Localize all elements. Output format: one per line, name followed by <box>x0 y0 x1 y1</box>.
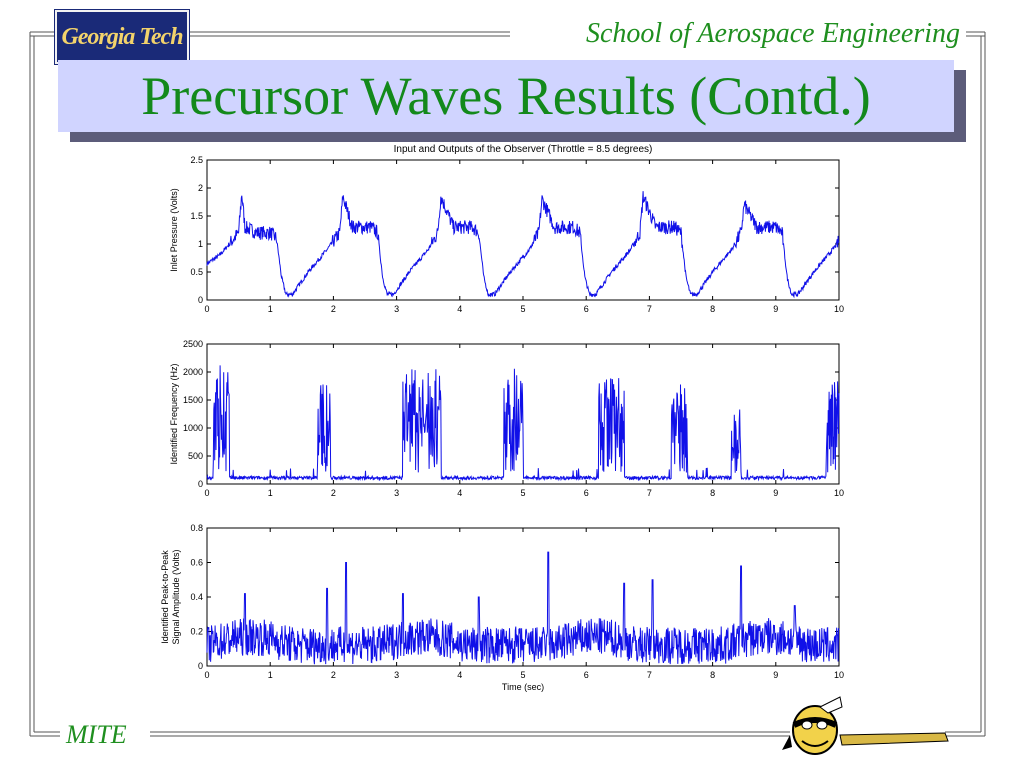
x-tick-label: 10 <box>834 488 844 498</box>
y-tick-label: 0.2 <box>190 627 203 637</box>
x-tick-label: 10 <box>834 304 844 314</box>
x-tick-label: 2 <box>331 304 336 314</box>
y-tick-label: 0.8 <box>190 523 203 533</box>
x-tick-label: 10 <box>834 670 844 680</box>
x-tick-label: 6 <box>584 670 589 680</box>
y-axis-label: Identified Peak-to-PeakSignal Amplitude … <box>160 549 181 644</box>
series-line <box>206 365 840 482</box>
y-tick-label: 1.5 <box>190 211 203 221</box>
x-tick-label: 2 <box>331 670 336 680</box>
y-tick-label: 1000 <box>183 423 203 433</box>
x-tick-label: 0 <box>204 488 209 498</box>
y-tick-label: 500 <box>188 451 203 461</box>
charts-figure: Input and Outputs of the Observer (Throt… <box>160 144 844 692</box>
logo-text: Georgia Tech <box>61 23 183 50</box>
x-tick-label: 3 <box>394 304 399 314</box>
chart-panel-1: Input and Outputs of the Observer (Throt… <box>169 144 844 314</box>
georgia-tech-logo: Georgia Tech <box>55 10 189 64</box>
y-tick-label: 2.5 <box>190 155 203 165</box>
x-tick-label: 3 <box>394 670 399 680</box>
x-tick-label: 3 <box>394 488 399 498</box>
chart-panel-2: 0 1 2 3 4 5 6 7 8 9 10 0 500 1000 1500 2000 2500 Identifi… <box>169 339 844 498</box>
y-tick-label: 2500 <box>183 339 203 349</box>
y-axis-label: Identified Frequency (Hz) <box>169 363 179 464</box>
x-tick-label: 7 <box>647 304 652 314</box>
x-tick-label: 4 <box>457 488 462 498</box>
x-axis-label: Time (sec) <box>502 682 544 692</box>
x-tick-label: 9 <box>773 488 778 498</box>
x-tick-label: 5 <box>520 304 525 314</box>
y-tick-label: 0 <box>198 479 203 489</box>
x-tick-label: 5 <box>520 488 525 498</box>
yellow-jacket-mascot-icon <box>782 696 949 755</box>
series-line <box>206 191 840 299</box>
y-tick-label: 0 <box>198 661 203 671</box>
y-tick-label: 1 <box>198 239 203 249</box>
x-tick-label: 1 <box>268 304 273 314</box>
slide-title: Precursor Waves Results (Contd.) <box>141 66 871 126</box>
x-tick-label: 8 <box>710 670 715 680</box>
school-name: School of Aerospace Engineering <box>579 18 966 50</box>
plot-area <box>206 159 840 301</box>
x-tick-label: 7 <box>647 670 652 680</box>
y-tick-label: 0.4 <box>190 592 203 602</box>
x-tick-label: 4 <box>457 304 462 314</box>
x-tick-label: 9 <box>773 670 778 680</box>
x-tick-label: 0 <box>204 670 209 680</box>
chart-panel-3: 0 1 2 3 4 5 6 7 8 9 10 0 0.2 0.4 0.6 0.8 Identified Peak… <box>160 523 844 692</box>
y-tick-label: 2 <box>198 183 203 193</box>
x-tick-label: 1 <box>268 488 273 498</box>
x-tick-label: 6 <box>584 488 589 498</box>
x-tick-label: 6 <box>584 304 589 314</box>
x-tick-label: 1 <box>268 670 273 680</box>
y-axis-label: Inlet Pressure (Volts) <box>169 188 179 272</box>
x-tick-label: 8 <box>710 304 715 314</box>
y-tick-label: 0.6 <box>190 558 203 568</box>
y-tick-label: 0 <box>198 295 203 305</box>
footer-label: MITE <box>60 720 133 750</box>
x-tick-label: 2 <box>331 488 336 498</box>
x-tick-label: 4 <box>457 670 462 680</box>
x-tick-label: 5 <box>520 670 525 680</box>
y-tick-label: 0.5 <box>190 267 203 277</box>
chart-title: Input and Outputs of the Observer (Throt… <box>394 144 653 155</box>
x-tick-label: 9 <box>773 304 778 314</box>
y-tick-label: 2000 <box>183 367 203 377</box>
title-box: Precursor Waves Results (Contd.) <box>58 60 954 132</box>
series-line <box>206 551 840 665</box>
y-tick-label: 1500 <box>183 395 203 405</box>
x-tick-label: 7 <box>647 488 652 498</box>
x-tick-label: 8 <box>710 488 715 498</box>
x-tick-label: 0 <box>204 304 209 314</box>
